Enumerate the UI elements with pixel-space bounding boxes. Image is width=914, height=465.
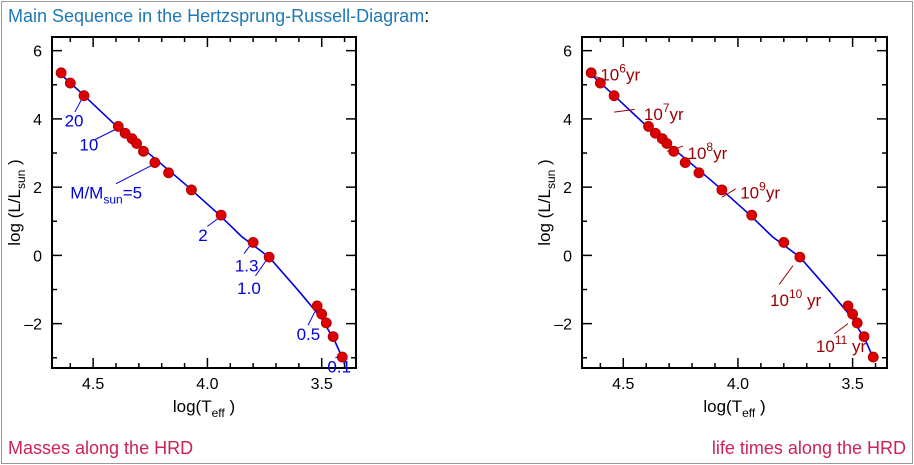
annotation-leader	[115, 164, 153, 185]
star-point	[131, 138, 142, 149]
annotation-leader	[307, 311, 316, 326]
annotation-label: 2	[198, 226, 207, 245]
star-point	[149, 157, 161, 168]
star-point	[64, 77, 76, 89]
annotation-label: 1.3	[235, 257, 259, 276]
star-point	[842, 300, 854, 312]
annotation-leader	[207, 217, 220, 227]
star-point	[778, 237, 790, 248]
annotation-label: 106yr	[600, 62, 640, 85]
star-point	[594, 77, 606, 89]
annotation-label: 1.0	[237, 279, 261, 298]
annotation-label: 108yr	[687, 140, 727, 163]
star-point	[320, 317, 332, 329]
star-point	[746, 209, 758, 221]
annotation-leader	[95, 128, 117, 140]
caption-lifetimes: life times along the HRD	[711, 438, 906, 458]
annotation-label: M/Msun=5	[70, 183, 142, 206]
annotation-label: 0.1	[327, 357, 351, 376]
x-tick-label: 4.5	[612, 376, 634, 393]
star-point	[112, 121, 124, 132]
star-point	[138, 145, 149, 157]
annotation-label: 107yr	[644, 101, 684, 124]
star-point	[163, 167, 174, 179]
main-sequence-curve	[586, 69, 874, 359]
star-point	[55, 67, 67, 79]
x-tick-label: 3.5	[311, 376, 333, 393]
annotation-leader	[778, 265, 794, 285]
y-axis-label: log (L/Lsun )	[5, 159, 28, 245]
star-point	[263, 251, 275, 263]
star-point	[78, 90, 90, 102]
title-text: Main Sequence in the Hertzsprung-Russell…	[8, 6, 425, 26]
y-tick-label: 0	[563, 248, 572, 265]
star-point	[215, 209, 227, 221]
annotation-label: 20	[65, 112, 84, 131]
star-point	[316, 308, 328, 320]
x-axis-label: log(Teff )	[173, 397, 235, 420]
star-point	[847, 308, 859, 320]
y-tick-label: –2	[24, 317, 42, 334]
y-tick-label: 6	[33, 44, 42, 61]
star-point	[668, 145, 680, 157]
star-point	[858, 331, 870, 343]
annotation-leader	[614, 108, 635, 113]
plot-frame	[581, 36, 888, 369]
star-point	[327, 331, 339, 343]
annotation-leader	[255, 259, 268, 277]
annotation-label: 1011 yr	[816, 333, 867, 356]
star-point	[867, 351, 879, 363]
star-point	[661, 138, 673, 149]
star-point	[851, 317, 863, 329]
star-point	[794, 251, 806, 263]
x-tick-label: 4.0	[196, 376, 218, 393]
star-point	[679, 157, 691, 168]
star-point	[247, 237, 259, 248]
title-colon: :	[424, 6, 430, 26]
y-tick-label: –2	[554, 317, 572, 334]
annotation-label: 0.5	[297, 325, 321, 344]
y-axis-label: log (L/Lsun )	[535, 159, 558, 245]
star-point	[716, 184, 728, 196]
annotation-label: 10	[79, 135, 98, 154]
annotation-label: 109yr	[740, 179, 780, 202]
star-point	[336, 351, 348, 363]
annotation-leader	[74, 98, 83, 113]
star-point	[608, 90, 620, 102]
annotation-label: 1010 yr	[770, 287, 822, 310]
x-tick-label: 4.5	[82, 376, 104, 393]
x-axis-label: log(Teff )	[703, 397, 765, 420]
y-tick-label: 2	[563, 180, 572, 197]
caption-masses: Masses along the HRD	[8, 438, 194, 458]
annotation-leader	[833, 323, 849, 335]
y-tick-label: 4	[563, 112, 572, 129]
y-tick-label: 6	[563, 44, 572, 61]
star-point	[643, 121, 654, 132]
x-tick-label: 3.5	[841, 376, 863, 393]
page-title: Main Sequence in the Hertzsprung-Russell…	[8, 6, 429, 27]
x-tick-label: 4.0	[727, 376, 749, 393]
star-point	[693, 167, 705, 179]
y-tick-label: 0	[33, 248, 42, 265]
chart-lifetimes: 4.5 4.0 3.5 6 4 2 0 –2 log(Teff ) log (L/Lsun ) 10…	[535, 36, 888, 420]
y-tick-label: 2	[33, 180, 42, 197]
star-point	[585, 67, 597, 79]
star-point	[186, 184, 197, 196]
main-sequence-curve	[56, 69, 344, 359]
y-tick-label: 4	[33, 112, 42, 129]
annotation-leader	[721, 188, 736, 198]
plot-frame	[51, 36, 357, 369]
star-point	[311, 300, 323, 312]
